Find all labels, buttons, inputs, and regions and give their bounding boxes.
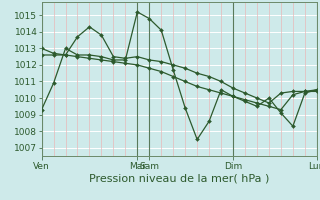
X-axis label: Pression niveau de la mer( hPa ): Pression niveau de la mer( hPa ) (89, 173, 269, 183)
